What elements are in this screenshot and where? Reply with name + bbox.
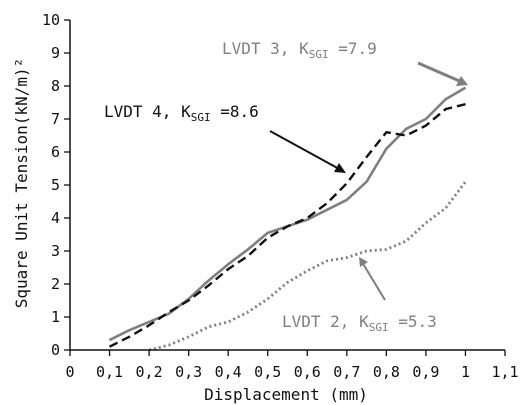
annotation-lvdt3-arrowhead bbox=[456, 76, 468, 86]
x-tick-label: 0,8 bbox=[373, 363, 400, 381]
series-line-lvdt-3 bbox=[108, 86, 467, 342]
y-tick-label: 0 bbox=[51, 341, 60, 359]
y-tick-label: 8 bbox=[51, 77, 60, 95]
series-line-lvdt-4 bbox=[108, 103, 466, 348]
y-tick-label: 3 bbox=[51, 242, 60, 260]
x-tick-label: 0,7 bbox=[333, 363, 360, 381]
y-tick-label: 5 bbox=[51, 176, 60, 194]
y-tick-label: 4 bbox=[51, 209, 60, 227]
series-layer bbox=[108, 86, 467, 352]
annotation-lvdt2-arrowhead bbox=[359, 257, 368, 267]
x-tick-label: 0,6 bbox=[294, 363, 321, 381]
annotation-lvdt4-arrow bbox=[269, 130, 342, 171]
x-tick-label: 0,9 bbox=[412, 363, 439, 381]
annotation-lvdt4-arrowhead bbox=[334, 163, 346, 173]
y-tick-label: 1 bbox=[51, 308, 60, 326]
x-tick-label: 1 bbox=[461, 363, 470, 381]
x-axis-label: Displacement (mm) bbox=[204, 385, 368, 404]
x-tick-label: 0,2 bbox=[136, 363, 163, 381]
annotation-lvdt2-arrow bbox=[361, 261, 386, 301]
annotations-layer: LVDT 3, KSGI =7.9 LVDT 4, KSGI =8.6 LVDT… bbox=[104, 39, 468, 334]
x-tick-label: 0,4 bbox=[215, 363, 242, 381]
ticks-layer: 0 1 2 3 4 5 6 7 8 9 10 0 0,1 0,2 0,3 0,4 0,5 0,6 0,7 0,8 0,9… bbox=[42, 11, 519, 381]
annotation-lvdt2: LVDT 2, KSGI =5.3 bbox=[282, 312, 437, 334]
x-tick-label: 0,3 bbox=[175, 363, 202, 381]
y-axis-label: Square Unit Tension(kN/m)² bbox=[12, 58, 31, 308]
y-tick-label: 7 bbox=[51, 110, 60, 128]
axes-layer bbox=[69, 20, 505, 351]
y-tick-label: 6 bbox=[51, 143, 60, 161]
annotation-lvdt3: LVDT 3, KSGI =7.9 bbox=[222, 39, 377, 61]
annotation-lvdt4: LVDT 4, KSGI =8.6 bbox=[104, 102, 259, 124]
y-tick-label: 2 bbox=[51, 275, 60, 293]
x-tick-label: 0 bbox=[65, 363, 74, 381]
y-tick-label: 10 bbox=[42, 11, 60, 29]
x-tick-label: 0,5 bbox=[254, 363, 281, 381]
x-tick-label: 0,1 bbox=[96, 363, 123, 381]
y-tick-label: 9 bbox=[51, 44, 60, 62]
x-tick-label: 1,1 bbox=[491, 363, 518, 381]
annotation-lvdt3-arrow bbox=[417, 61, 465, 85]
series-line-lvdt-2 bbox=[148, 180, 467, 352]
